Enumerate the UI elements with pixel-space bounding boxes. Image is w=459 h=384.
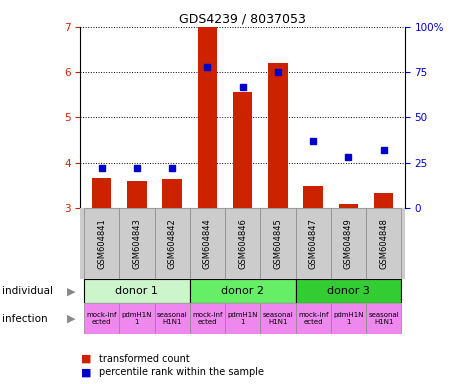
Bar [295,303,330,334]
Text: GSM604843: GSM604843 [132,218,141,269]
Title: GDS4239 / 8037053: GDS4239 / 8037053 [179,13,305,26]
Text: mock-inf
ected: mock-inf ected [192,312,222,325]
Text: mock-inf
ected: mock-inf ected [86,312,117,325]
Bar [260,208,295,279]
Bar [92,179,111,208]
Bar [365,303,400,334]
Bar [154,303,190,334]
Text: GSM604849: GSM604849 [343,218,352,269]
Bar [330,208,365,279]
Text: GSM604848: GSM604848 [378,218,387,269]
Text: seasonal
H1N1: seasonal H1N1 [262,312,293,325]
Bar [373,194,392,208]
Bar [119,208,154,279]
Text: seasonal
H1N1: seasonal H1N1 [368,312,398,325]
Bar [154,208,190,279]
Bar [190,279,295,303]
Text: GSM604846: GSM604846 [238,218,246,269]
Bar [197,27,217,208]
Bar [303,186,322,208]
Text: GSM604841: GSM604841 [97,218,106,269]
Bar [190,208,224,279]
Text: GSM604842: GSM604842 [167,218,176,269]
Text: ■: ■ [80,367,91,377]
Text: ■: ■ [80,354,91,364]
Bar [268,63,287,208]
Text: ▶: ▶ [67,286,76,296]
Bar [260,303,295,334]
Text: transformed count: transformed count [99,354,189,364]
Text: donor 2: donor 2 [221,286,263,296]
Bar [84,208,119,279]
Bar [190,303,224,334]
Text: ▶: ▶ [67,314,76,324]
Text: GSM604847: GSM604847 [308,218,317,269]
Text: GSM604845: GSM604845 [273,218,282,269]
Text: percentile rank within the sample: percentile rank within the sample [99,367,263,377]
Bar [119,303,154,334]
Text: infection: infection [2,314,48,324]
Bar [330,303,365,334]
Text: pdmH1N
1: pdmH1N 1 [121,312,152,325]
Text: donor 1: donor 1 [115,286,158,296]
Text: mock-inf
ected: mock-inf ected [297,312,328,325]
Bar [338,204,357,208]
Bar [84,303,119,334]
Bar [162,179,181,208]
Bar [224,303,260,334]
Text: individual: individual [2,286,53,296]
Text: pdmH1N
1: pdmH1N 1 [332,312,363,325]
Bar [84,279,190,303]
Bar [295,279,400,303]
Text: donor 3: donor 3 [326,286,369,296]
Text: pdmH1N
1: pdmH1N 1 [227,312,257,325]
Bar [365,208,400,279]
Bar [127,181,146,208]
Text: seasonal
H1N1: seasonal H1N1 [157,312,187,325]
Bar [224,208,260,279]
Bar [295,208,330,279]
Bar [232,93,252,208]
Text: GSM604844: GSM604844 [202,218,212,269]
